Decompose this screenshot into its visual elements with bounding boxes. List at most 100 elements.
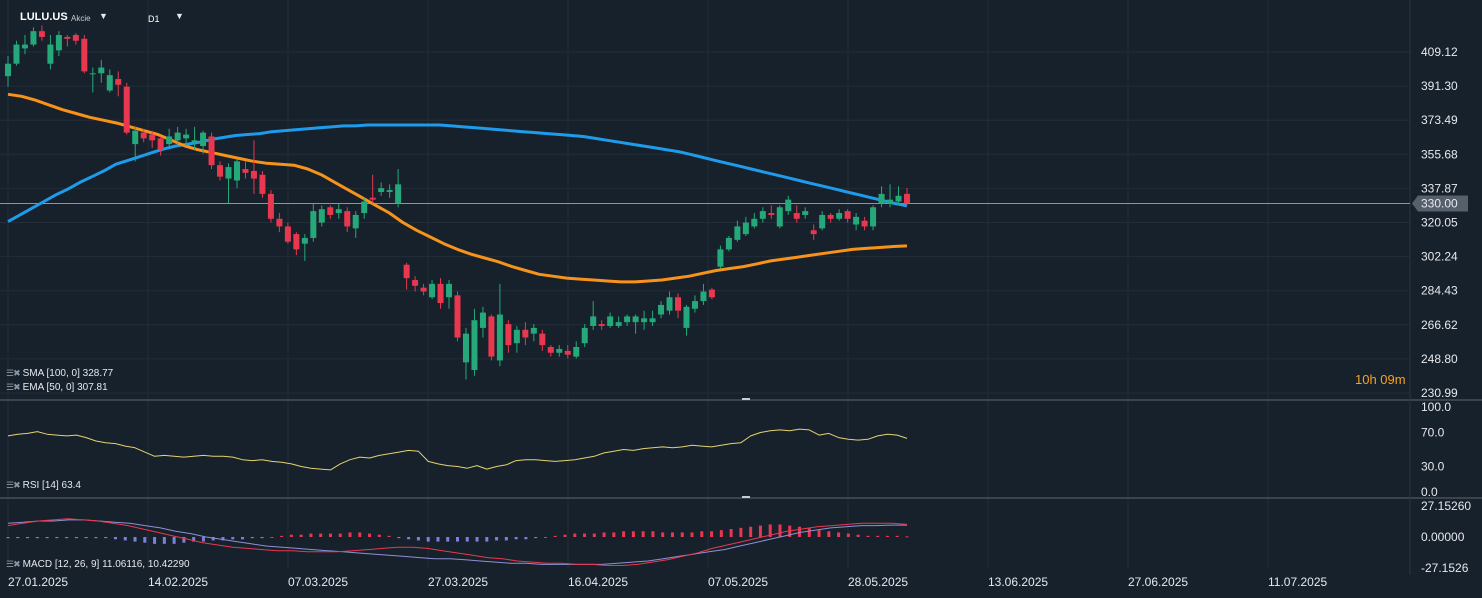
macd-histogram-bar (45, 537, 49, 539)
candle-body (47, 44, 54, 64)
rsi-axis-label: 70.0 (1421, 426, 1445, 440)
ema-line (7, 92, 908, 284)
candle-body (149, 134, 156, 141)
rsi-axis-label: 0.0 (1421, 485, 1438, 499)
macd-histogram-bar (778, 524, 782, 537)
timeframe-label[interactable]: D1 (148, 14, 160, 24)
time-axis-label: 07.03.2025 (288, 575, 348, 589)
macd-histogram-bar (700, 531, 704, 537)
price-axis-label: 302.24 (1421, 250, 1458, 264)
candle-body (293, 234, 300, 250)
settings-icon[interactable]: ☰✖ (6, 382, 21, 392)
macd-histogram-bar (758, 525, 762, 537)
macd-histogram-bar (133, 537, 137, 542)
macd-histogram-bar (6, 537, 10, 539)
candle-body (174, 132, 181, 141)
time-axis-label: 27.06.2025 (1128, 575, 1188, 589)
candle-body (217, 165, 224, 177)
candle-body (895, 195, 902, 202)
candle-body (878, 193, 885, 204)
candle-body (598, 324, 605, 326)
candle-body (72, 35, 79, 41)
price-axis-label: 391.30 (1421, 79, 1458, 93)
price-axis-label: 248.80 (1421, 352, 1458, 366)
macd-histogram-bar (358, 532, 362, 537)
chart-header: LULU.US Akcie ▼ D1 ▼ (0, 0, 400, 34)
candle-body (590, 316, 597, 326)
candle-body (853, 216, 860, 225)
time-axis-label: 27.03.2025 (428, 575, 488, 589)
candle-body (683, 306, 690, 328)
macd-histogram-bar (710, 531, 714, 537)
symbol-label[interactable]: LULU.US (20, 11, 68, 23)
macd-histogram-bar (592, 533, 596, 537)
candle-body (115, 79, 122, 85)
macd-histogram-bar (602, 532, 606, 537)
macd-histogram-bar (84, 537, 88, 539)
sma-legend-text: SMA [100, 0] 328.77 (22, 368, 114, 379)
candle-body (641, 318, 648, 323)
candle-body (200, 132, 207, 147)
macd-legend[interactable]: ☰✖ MACD [12, 26, 9] 11.06116, 10.42290 (6, 559, 190, 570)
macd-histogram-bar (16, 537, 20, 539)
candle-body (403, 264, 410, 279)
price-axis-label: 337.87 (1421, 181, 1458, 195)
sma-legend[interactable]: ☰✖ SMA [100, 0] 328.77 (6, 368, 113, 379)
candle-body (55, 35, 62, 51)
macd-histogram-bar (651, 531, 655, 537)
symbol-dropdown-icon[interactable]: ▼ (99, 11, 108, 21)
candle-body (437, 283, 444, 304)
macd-histogram-bar (641, 531, 645, 537)
candle-body (267, 193, 274, 219)
macd-histogram-bar (622, 531, 626, 537)
macd-signal-line (7, 519, 907, 565)
macd-histogram-bar (856, 534, 860, 537)
macd-histogram-bar (504, 537, 508, 541)
candle-body (675, 297, 682, 311)
macd-histogram-bar (583, 533, 587, 537)
price-axis-label: 230.99 (1421, 386, 1458, 400)
timeframe-dropdown-icon[interactable]: ▼ (175, 11, 184, 21)
macd-histogram-bar (416, 537, 420, 541)
settings-icon[interactable]: ☰✖ (6, 559, 21, 569)
macd-histogram-bar (153, 537, 157, 544)
rsi-legend[interactable]: ☰✖ RSI [14] 63.4 (6, 480, 81, 491)
candle-body (318, 209, 325, 223)
pane-resize-handle (742, 496, 750, 498)
time-axis-label: 27.01.2025 (8, 575, 68, 589)
ema-legend[interactable]: ☰✖ EMA [50, 0] 307.81 (6, 382, 108, 393)
candle-body (344, 211, 351, 227)
settings-icon[interactable]: ☰✖ (6, 368, 21, 378)
macd-histogram-bar (524, 537, 528, 540)
candle-body (208, 136, 215, 166)
candle-body (658, 304, 665, 315)
macd-histogram-bar (26, 537, 30, 539)
macd-histogram-bar (289, 534, 293, 537)
candle-body (496, 314, 503, 361)
candle-body (607, 316, 614, 326)
macd-histogram-bar (348, 532, 352, 537)
candle-body (157, 138, 164, 150)
candle-body (369, 197, 376, 200)
macd-histogram-bar (104, 537, 108, 539)
macd-histogram-bar (299, 534, 303, 537)
candle-body (488, 316, 495, 357)
settings-icon[interactable]: ☰✖ (6, 480, 21, 490)
candle-body (183, 134, 190, 139)
candle-body (276, 218, 283, 227)
macd-histogram-bar (309, 533, 313, 537)
macd-histogram-bar (573, 533, 577, 537)
candle-body (386, 190, 393, 192)
macd-histogram-bar (670, 532, 674, 537)
candle-body (700, 291, 707, 302)
macd-histogram-bar (446, 537, 450, 542)
macd-histogram-bar (680, 532, 684, 537)
candle-body (751, 218, 758, 227)
macd-histogram-bar (543, 537, 547, 538)
candle-body (870, 207, 877, 227)
macd-histogram-bar (837, 532, 841, 537)
price-axis-label: 355.68 (1421, 147, 1458, 161)
macd-histogram-bar (749, 526, 753, 537)
